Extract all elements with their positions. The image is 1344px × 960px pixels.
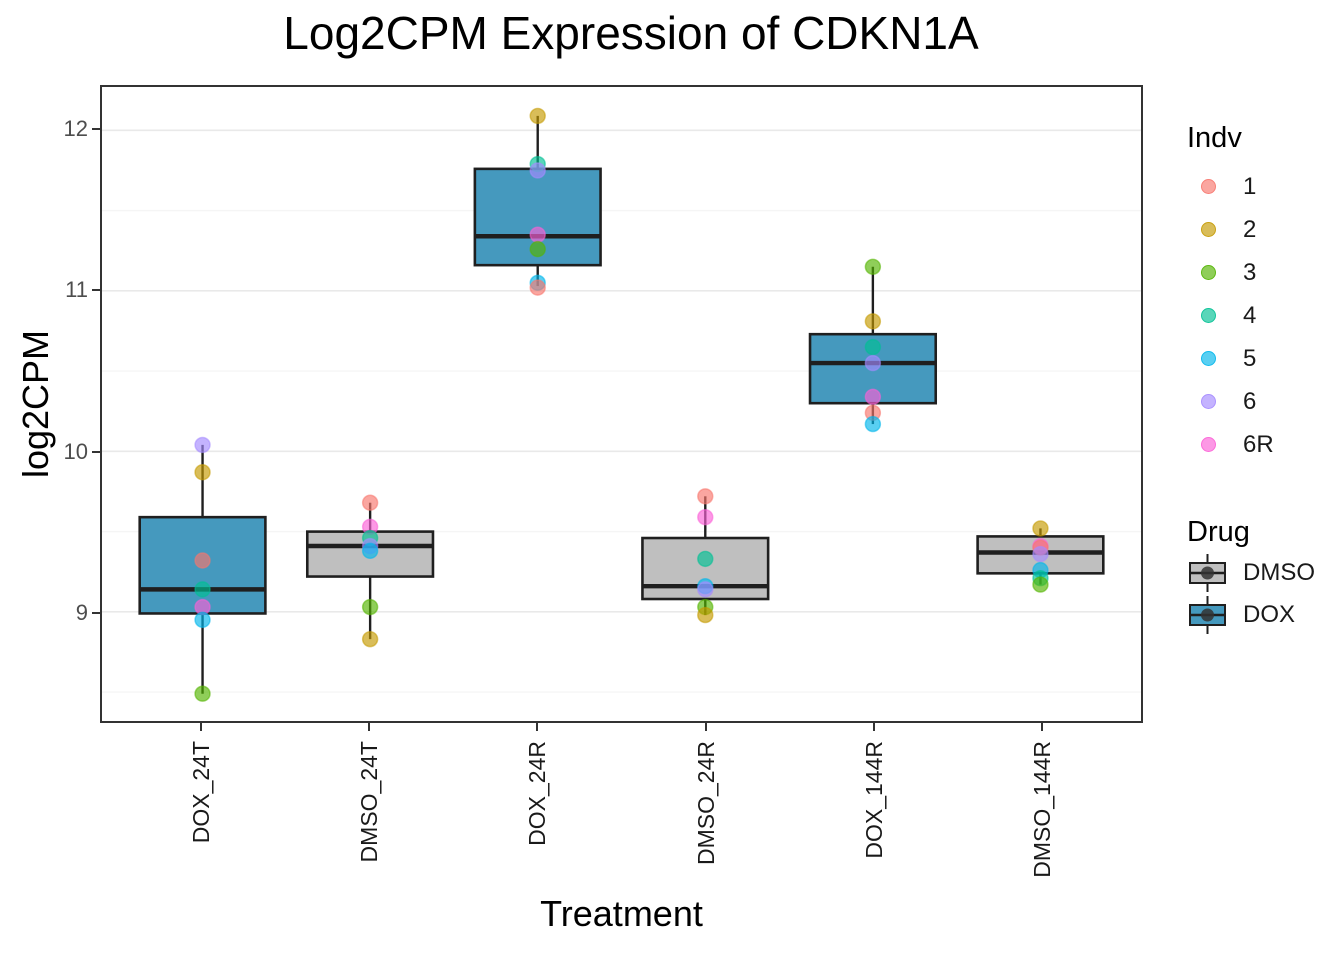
x-tick-mark-DOX_24R (536, 723, 539, 731)
x-tick-label-DOX_24T: DOX_24T (187, 741, 214, 844)
point-DOX_24T-indv-6 (194, 436, 211, 454)
legend-item-drug-DMSO: DMSO (1187, 552, 1315, 594)
point-DOX_24R-indv-1 (529, 279, 546, 296)
point-DMSO_24R-indv-6 (697, 581, 714, 598)
y-tick-mark-12 (92, 127, 100, 130)
legend-item-indv-5: 5 (1187, 337, 1274, 380)
point-DOX_144R-indv-2 (864, 313, 882, 330)
point-DMSO_24R-indv-1 (697, 488, 714, 505)
legend-dot-icon-1 (1201, 179, 1216, 194)
legend-label-drug-DMSO: DMSO (1243, 559, 1315, 586)
legend-label-indv-6: 6 (1243, 387, 1257, 415)
x-axis-title: Treatment (540, 893, 703, 934)
legend-label-indv-6R: 6R (1243, 430, 1274, 458)
point-DMSO_24T-indv-2 (361, 630, 379, 648)
x-tick-label-DMSO_144R: DMSO_144R (1029, 741, 1056, 878)
point-DOX_24T-indv-2 (194, 464, 211, 481)
legend-label-indv-1: 1 (1243, 172, 1257, 200)
point-DMSO_144R-indv-6 (1032, 545, 1049, 563)
legend-boxplot-key-icon-DMSO (1189, 554, 1226, 592)
point-DMSO_144R-indv-3 (1032, 576, 1049, 593)
point-DOX_24T-indv-1 (194, 552, 211, 569)
point-DMSO_24T-indv-5 (361, 542, 379, 560)
legend-label-indv-2: 2 (1243, 215, 1257, 243)
point-DMSO_24R-indv-6R (697, 508, 714, 526)
point-DOX_24T-indv-4 (194, 581, 211, 598)
legend-dot-icon-6R (1201, 437, 1216, 452)
point-DOX_24R-indv-6R (529, 226, 546, 243)
point-DMSO_24R-indv-2 (697, 606, 714, 624)
legend-drug-items: DMSO DOX (1187, 552, 1315, 636)
legend-title-indv: Indv (1187, 122, 1242, 154)
y-tick-mark-10 (92, 450, 100, 453)
legend-title-drug: Drug (1187, 516, 1250, 548)
legend-label-indv-4: 4 (1243, 301, 1257, 329)
x-tick-label-DMSO_24R: DMSO_24R (692, 741, 719, 865)
legend-item-indv-4: 4 (1187, 294, 1274, 337)
legend-dot-icon-5 (1201, 351, 1216, 366)
y-tick-label-9: 9 (75, 600, 88, 626)
legend-item-indv-2: 2 (1187, 208, 1274, 251)
point-DMSO_24T-indv-3 (361, 598, 379, 616)
y-tick-label-11: 11 (65, 277, 88, 303)
legend-label-drug-DOX: DOX (1243, 601, 1296, 628)
point-DOX_144R-indv-3 (864, 258, 882, 275)
legend-item-indv-3: 3 (1187, 251, 1274, 294)
y-tick-label-12: 12 (63, 115, 88, 141)
boxplot-canvas (102, 107, 1141, 702)
point-DOX_144R-indv-5 (864, 415, 882, 433)
point-DMSO_24T-indv-1 (361, 494, 379, 511)
chart-title: Log2CPM Expression of CDKN1A (283, 7, 979, 59)
x-tick-label-DOX_24R: DOX_24R (524, 741, 551, 846)
x-tick-label-DOX_144R: DOX_144R (860, 741, 887, 859)
point-DMSO_144R-indv-2 (1032, 520, 1049, 537)
y-tick-label-10: 10 (63, 438, 88, 464)
legend-label-indv-5: 5 (1243, 344, 1257, 372)
legend-item-indv-1: 1 (1187, 165, 1274, 208)
legend-dot-icon-6 (1201, 394, 1216, 409)
point-DOX_144R-indv-4 (864, 338, 882, 356)
legend-indv-items: 1 2 3 4 5 6 6R (1187, 165, 1274, 466)
point-DOX_24R-indv-3 (529, 240, 546, 258)
point-DOX_144R-indv-6 (864, 354, 882, 372)
legend-dot-icon-2 (1201, 222, 1216, 237)
point-DOX_24R-indv-2 (529, 107, 546, 125)
y-tick-mark-9 (92, 612, 100, 615)
legend-label-indv-3: 3 (1243, 258, 1257, 286)
x-tick-mark-DMSO_24R (704, 723, 707, 731)
point-DOX_24R-indv-6 (529, 162, 546, 179)
point-DOX_24T-indv-5 (194, 611, 211, 629)
legend-dot-icon-4 (1201, 308, 1216, 323)
x-tick-mark-DOX_24T (199, 723, 202, 731)
point-DOX_144R-indv-6R (864, 388, 882, 405)
point-DMSO_24R-indv-4 (697, 550, 714, 568)
legend-dot-icon-3 (1201, 265, 1216, 280)
y-tick-mark-11 (92, 289, 100, 292)
point-DOX_24T-indv-3 (194, 685, 211, 702)
x-tick-label-DMSO_24T: DMSO_24T (356, 741, 383, 863)
legend-item-indv-6R: 6R (1187, 423, 1274, 466)
legend-item-drug-DOX: DOX (1187, 594, 1315, 636)
legend-boxplot-key-icon-DOX (1189, 596, 1226, 634)
legend-item-indv-6: 6 (1187, 380, 1274, 423)
x-tick-mark-DMSO_24T (368, 723, 371, 731)
plot-panel (100, 85, 1143, 723)
x-tick-mark-DMSO_144R (1041, 723, 1044, 731)
x-tick-mark-DOX_144R (872, 723, 875, 731)
